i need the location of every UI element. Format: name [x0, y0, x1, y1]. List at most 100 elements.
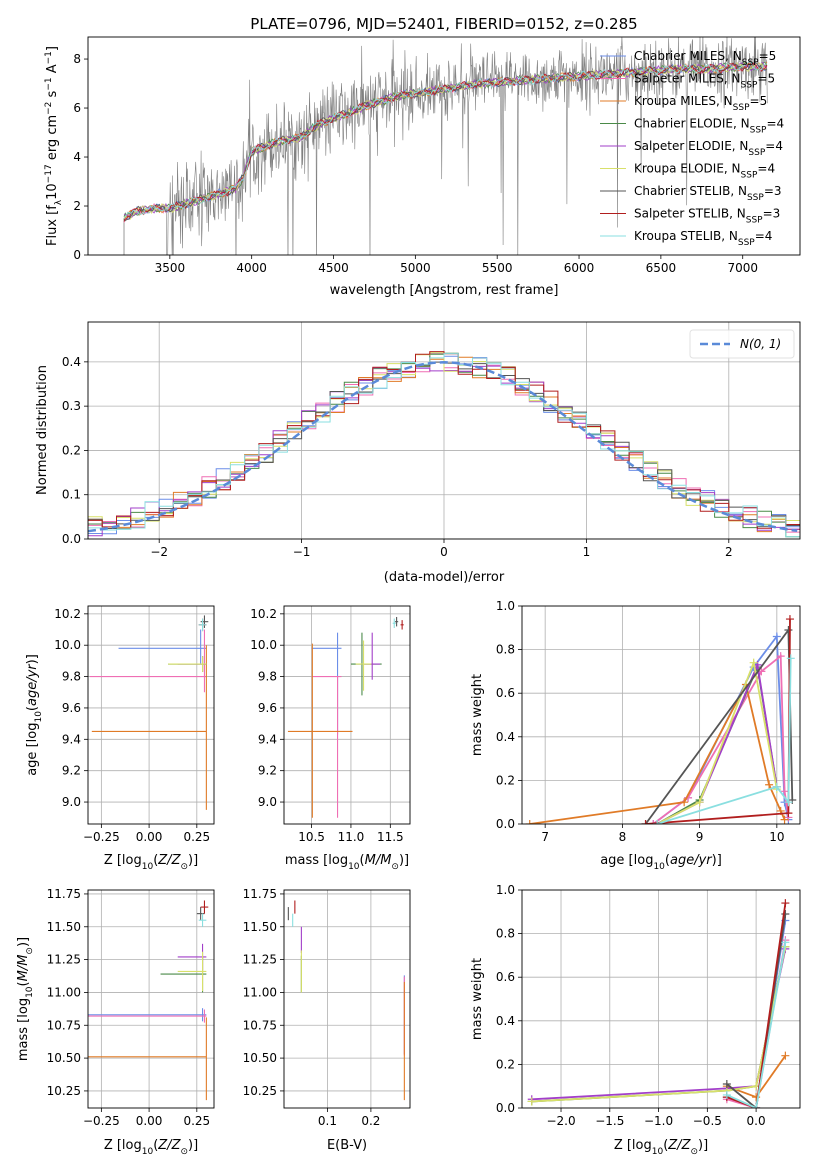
- series-chabrier-stelib: [641, 625, 797, 824]
- axes-frame: [87, 889, 215, 1109]
- series-line: [656, 658, 792, 824]
- series-line: [726, 942, 787, 1108]
- plot-area: [522, 890, 800, 1108]
- y-tick-label: 0.4: [496, 1014, 515, 1028]
- series-marker: [776, 652, 785, 661]
- legend-label: Kroupa ELODIE, NSSP=4: [634, 162, 775, 181]
- plot-area: [88, 606, 214, 824]
- x-tick-label: 11.5: [377, 830, 404, 844]
- errorbar-point-salpeter-miles: [311, 676, 342, 818]
- panel-age_vs_mass: 10.5 11.0 11.5 9.0 9.2 9.4 9.6 9.8 10.0 10.2 mass …: [250, 605, 411, 872]
- y-tick-label: 0.0: [496, 817, 515, 831]
- series-marker: [780, 787, 789, 796]
- series-kroupa-stelib: [653, 654, 795, 824]
- errorbar-point-chabrier-miles: [118, 629, 207, 665]
- series-kroupa-stelib: [722, 938, 790, 1108]
- y-tick-label: 6: [73, 101, 81, 115]
- series-marker: [765, 780, 774, 789]
- errorbar-point-chabrier-stelib: [196, 907, 205, 921]
- y-tick-label: 2: [73, 199, 81, 213]
- y-tick-label: 11.75: [47, 887, 81, 901]
- x-axis-label: age [log10(age/yr)]: [600, 853, 722, 872]
- series-marker: [653, 820, 662, 824]
- errorbar-point-salpeter-miles: [88, 1009, 207, 1023]
- x-tick-label: 2: [725, 545, 733, 559]
- y-axis-label: mass weight: [470, 958, 485, 1040]
- axes-frame: [521, 605, 801, 825]
- series-salpeter-stelib: [641, 615, 794, 824]
- x-tick-label: −2.0: [546, 1114, 575, 1128]
- y-tick-label: 9.8: [62, 670, 81, 684]
- histogram-salpeter-stelib: [88, 351, 800, 539]
- x-axis-label: Z [log10(Z/Z⊙)]: [104, 1138, 198, 1157]
- legend-label: Chabrier STELIB, NSSP=3: [634, 184, 782, 203]
- y-tick-label: 10.0: [54, 638, 81, 652]
- y-tick-label: 0.4: [496, 730, 515, 744]
- series-marker: [780, 815, 789, 824]
- legend: N(0, 1): [689, 329, 795, 359]
- errorbar-point-kroupa-elodie: [355, 640, 372, 691]
- legend-box: [689, 329, 795, 359]
- panel-mass_weight_vs_age: 7 8 9 10 0.0 0.2 0.4 0.6 0.8 1.0 age [log10(age/yr…: [470, 599, 801, 872]
- y-tick-label: 11.25: [47, 953, 81, 967]
- x-tick-label: 8: [619, 830, 627, 844]
- x-axis-label: Z [log10(Z/Z⊙)]: [104, 853, 198, 872]
- y-tick-label: 0.2: [496, 773, 515, 787]
- model-spectrum-kroupa-stelib: [123, 61, 767, 219]
- plot-area: [284, 890, 410, 1108]
- legend-label: Salpeter STELIB, NSSP=3: [634, 207, 780, 226]
- series-marker: [641, 820, 650, 824]
- series-marker: [786, 654, 795, 663]
- axes-frame: [283, 605, 411, 825]
- errorbar-point-kroupa-miles: [91, 645, 207, 810]
- y-tick-label: 0.6: [496, 970, 515, 984]
- y-axis-label: mass [log10(M/M⊙)]: [16, 937, 35, 1061]
- panel-residuals: −2 −1 0 1 2 0.0 0.1 0.2 0.3 0.4 N(0, 1) (data-model…: [35, 321, 801, 585]
- legend: Chabrier MILES, NSSP=5 Salpeter MILES, NS…: [600, 49, 784, 248]
- series-marker: [784, 809, 793, 818]
- series-marker: [784, 798, 793, 807]
- x-tick-label: 5500: [482, 261, 513, 275]
- series-line: [529, 681, 786, 824]
- y-tick-label: 11.00: [243, 985, 277, 999]
- legend-label: Salpeter MILES, NSSP=5: [634, 72, 775, 91]
- y-tick-label: 0.6: [496, 686, 515, 700]
- legend-label: Chabrier MILES, NSSP=5: [634, 49, 776, 68]
- y-axis-label: age [log10(age/yr)]: [25, 654, 44, 776]
- series-line: [656, 659, 778, 824]
- x-tick-label: 0.25: [183, 830, 210, 844]
- errorbar-point-salpeter-stelib: [200, 900, 209, 914]
- y-tick-label: 0.4: [62, 355, 81, 369]
- errorbar-point-salpeter-miles: [89, 629, 207, 693]
- panel-mass_vs_ebv: 0.1 0.2 10.25 10.50 10.75 11.00 11.25 11.50 11.7…: [243, 887, 411, 1153]
- y-tick-label: 10.2: [250, 607, 277, 621]
- series-marker: [752, 1104, 761, 1108]
- x-tick-label: 9: [696, 830, 704, 844]
- errorbar-point-salpeter-stelib: [400, 620, 404, 630]
- x-tick-label: −1: [293, 545, 311, 559]
- x-axis-label: mass [log10(M/M⊙)]: [285, 853, 409, 872]
- panel-mass_vs_Z: −0.25 0.00 0.25 10.25 10.50 10.75 11.00 11.25 11…: [16, 887, 215, 1157]
- model-spectrum-salpeter-stelib: [123, 61, 768, 222]
- y-tick-label: 9.6: [62, 701, 81, 715]
- errorbar-point-chabrier-stelib: [200, 615, 209, 628]
- panel-spectrum: 3500 4000 4500 5000 5500 6000 6500 7000 0 2 4 6 8 Cha…: [44, 36, 801, 298]
- x-tick-label: 4500: [318, 261, 349, 275]
- legend-label: N(0, 1): [740, 337, 781, 351]
- y-axis-label: Normed distribution: [35, 365, 50, 495]
- series-marker: [527, 1097, 536, 1106]
- y-tick-label: 9.0: [258, 795, 277, 809]
- x-tick-label: 0.2: [361, 1114, 380, 1128]
- y-tick-label: 0.2: [62, 443, 81, 457]
- series-marker: [781, 1051, 790, 1060]
- x-tick-label: 0: [440, 545, 448, 559]
- y-tick-label: 9.4: [62, 732, 81, 746]
- x-tick-label: −2: [150, 545, 168, 559]
- plot-area: [284, 606, 410, 824]
- model-spectrum-salpeter-elodie: [123, 61, 768, 219]
- y-tick-label: 9.4: [258, 732, 277, 746]
- y-tick-label: 9.8: [258, 670, 277, 684]
- y-tick-label: 0.0: [496, 1101, 515, 1115]
- x-tick-label: 0.25: [183, 1114, 210, 1128]
